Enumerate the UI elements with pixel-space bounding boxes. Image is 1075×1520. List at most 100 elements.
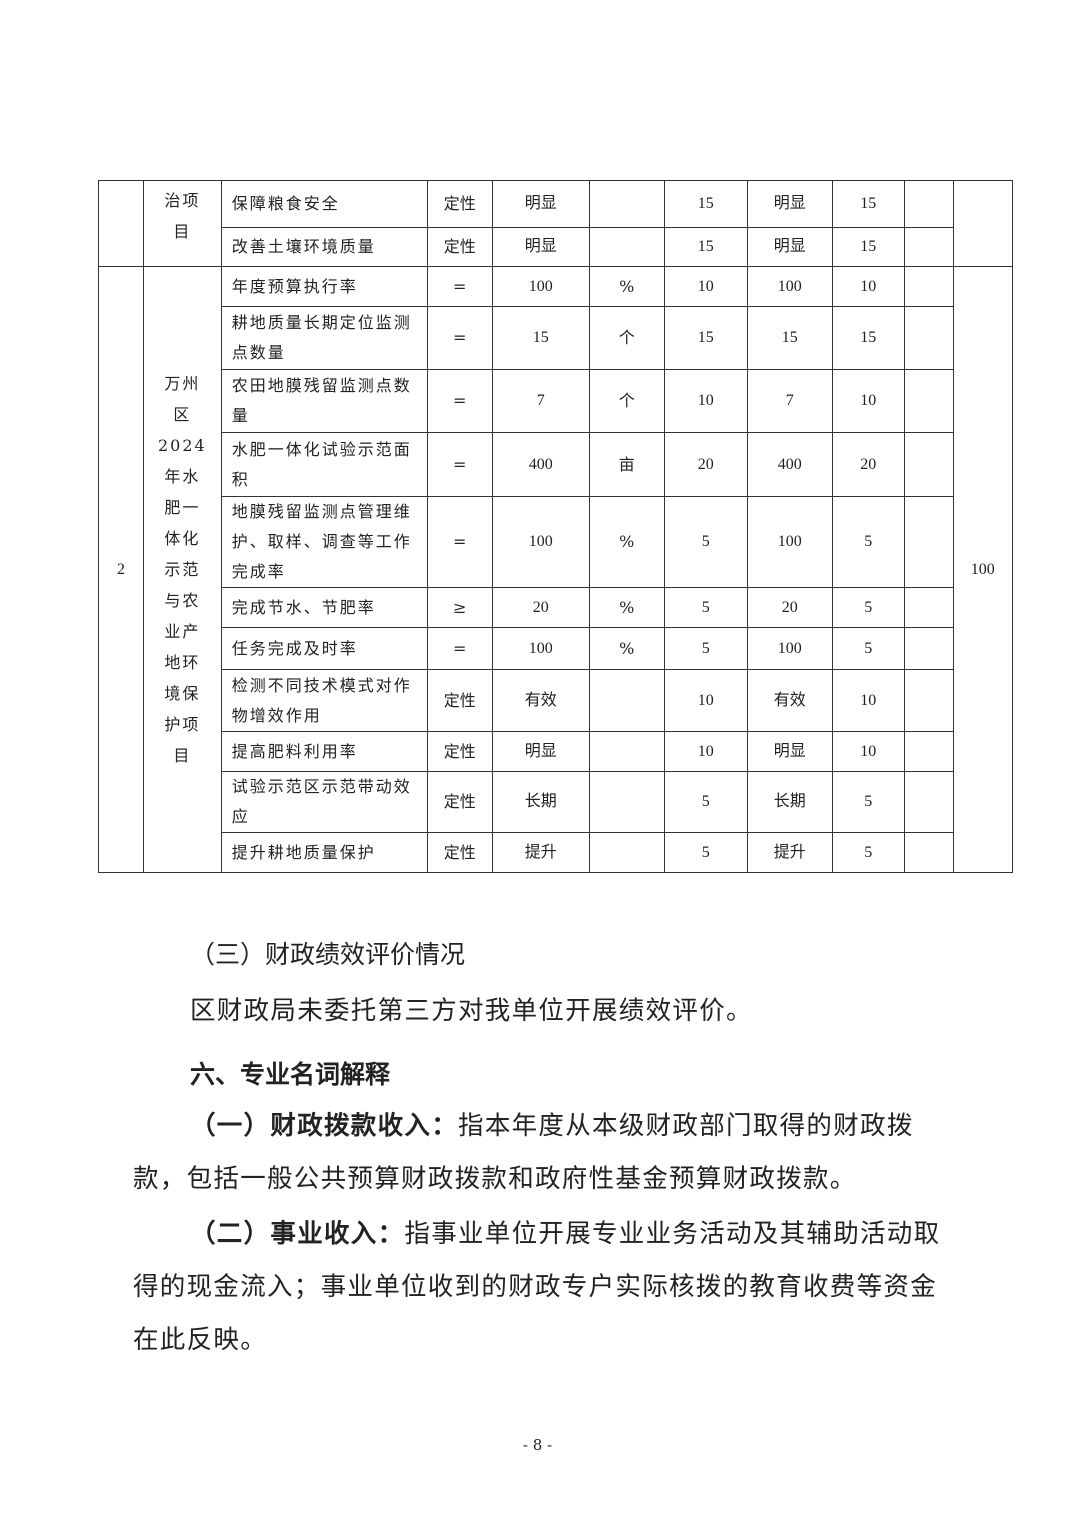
actual-cell: 明显 [746,731,833,772]
operator-cell: 定性 [426,180,493,228]
score-cell: 10 [831,731,905,772]
actual-cell: 400 [746,432,833,497]
table-row: 检测不同技术模式对作物增效作用 定性 有效 10 有效 10 [99,669,1013,732]
term-label: （二）事业收入： [190,1219,405,1249]
operator-cell: 定性 [426,771,493,833]
deduction-reason-cell [903,669,954,732]
target-cell: 15 [491,306,590,370]
unit-cell: % [588,587,665,628]
operator-cell: 定性 [426,832,493,873]
deduction-reason-cell [903,731,954,772]
weight-cell: 5 [663,627,748,670]
unit-cell: 个 [588,369,665,433]
target-cell: 提升 [491,832,590,873]
term-text: 指事业单位开展专业业务活动及其辅助活动取得的现金流入；事业单位收到的财政专户实际… [133,1219,941,1355]
actual-cell: 100 [746,496,833,588]
section3-text: 区财政局未委托第三方对我单位开展绩效评价。 [190,996,753,1026]
term-label: （一）财政拨款收入： [190,1111,459,1141]
actual-cell: 明显 [746,227,833,267]
table-row: 提升耕地质量保护 定性 提升 5 提升 5 [99,832,1013,873]
score-cell: 20 [831,432,905,497]
indicator-cell: 水肥一体化试验示范面积 [220,432,428,497]
weight-cell: 15 [663,227,748,267]
unit-cell: 个 [588,306,665,370]
unit-cell: 亩 [588,432,665,497]
operator-cell: = [426,432,493,497]
table-row: 农田地膜残留监测点数量 = 7 个 10 7 10 [99,369,1013,433]
operator-cell: = [426,266,493,307]
total-cell: 100 [952,266,1013,873]
operator-cell: = [426,496,493,588]
target-cell: 7 [491,369,590,433]
table-row: 提高肥料利用率 定性 明显 10 明显 10 [99,731,1013,772]
score-cell: 5 [831,496,905,588]
deduction-reason-cell [903,180,954,228]
indicator-cell: 提高肥料利用率 [220,731,428,772]
deduction-reason-cell [903,587,954,628]
weight-cell: 15 [663,180,748,228]
no-cell: 2 [98,266,144,873]
actual-cell: 明显 [746,180,833,228]
table-row: 改善土壤环境质量 定性 明显 15 明显 15 [99,227,1013,267]
score-cell: 15 [831,180,905,228]
operator-cell: 定性 [426,227,493,267]
table-row: 治项目 保障粮食安全 定性 明显 15 明显 15 [98,180,1013,267]
indicator-cell: 提升耕地质量保护 [220,832,428,873]
unit-cell [588,832,665,873]
score-cell: 5 [831,832,905,873]
indicator-cell: 地膜残留监测点管理维护、取样、调查等工作完成率 [220,496,428,588]
term-2: （二）事业收入：指事业单位开展专业业务活动及其辅助活动取得的现金流入；事业单位收… [133,1208,948,1367]
weight-cell: 20 [663,432,748,497]
deduction-reason-cell [903,306,954,370]
target-cell: 100 [491,496,590,588]
table-row: 任务完成及时率 = 100% 5 100 5 [99,627,1013,670]
indicator-cell: 试验示范区示范带动效应 [220,771,428,833]
indicator-cell: 耕地质量长期定位监测点数量 [220,306,428,370]
weight-cell: 10 [663,731,748,772]
operator-cell: ≥ [426,587,493,628]
page-number: - 8 - [522,1436,553,1454]
target-cell: 100 [491,627,590,670]
unit-cell [588,669,665,732]
table-row: 水肥一体化试验示范面积 = 400 亩 20 400 20 [99,432,1013,497]
weight-cell: 5 [663,587,748,628]
target-cell: 有效 [491,669,590,732]
operator-cell: = [426,627,493,670]
project-cell: 万州区2024年水肥一体化示范与农业产地环境保护项目 [143,266,222,873]
score-cell: 15 [831,306,905,370]
table-row: 完成节水、节肥率 ≥20% 5 20 5 [99,587,1013,628]
deduction-reason-cell [903,496,954,588]
target-cell: 20 [491,587,590,628]
target-cell: 明显 [491,227,590,267]
operator-cell: = [426,369,493,433]
actual-cell: 7 [746,369,833,433]
section3-title: （三）财政绩效评价情况 [190,940,466,969]
score-cell: 5 [831,771,905,833]
actual-cell: 15 [746,306,833,370]
table-row: 地膜残留监测点管理维护、取样、调查等工作完成率 = 100% 5 100 5 [99,496,1013,588]
term-text: 指本年度从本级财政部门取得的财政拨款，包括一般公共预算财政拨款和政府性基金预算财… [133,1111,914,1194]
weight-cell: 10 [663,369,748,433]
actual-cell: 20 [746,587,833,628]
indicator-cell: 保障粮食安全 [220,180,428,228]
deduction-reason-cell [903,227,954,267]
unit-cell [588,771,665,833]
table-row: 耕地质量长期定位监测点数量 = 15 个 15 15 15 [99,306,1013,370]
deduction-reason-cell [903,369,954,433]
deduction-reason-cell [903,627,954,670]
unit-cell: % [588,627,665,670]
project-cell: 治项目 [143,180,222,267]
actual-cell: 有效 [746,669,833,732]
operator-cell: 定性 [426,669,493,732]
unit-cell [588,227,665,267]
indicator-cell: 检测不同技术模式对作物增效作用 [220,669,428,732]
deduction-reason-cell [903,832,954,873]
weight-cell: 15 [663,306,748,370]
weight-cell: 5 [663,771,748,833]
operator-cell: 定性 [426,731,493,772]
indicator-cell: 任务完成及时率 [220,627,428,670]
score-cell: 15 [831,227,905,267]
performance-table: 治项目 保障粮食安全 定性 明显 15 明显 15 改善土壤环境质量 定性 明显 15 明显 15 2 万州… [98,180,1013,873]
operator-cell: = [426,306,493,370]
section6-title: 六、专业名词解释 [190,1060,391,1089]
